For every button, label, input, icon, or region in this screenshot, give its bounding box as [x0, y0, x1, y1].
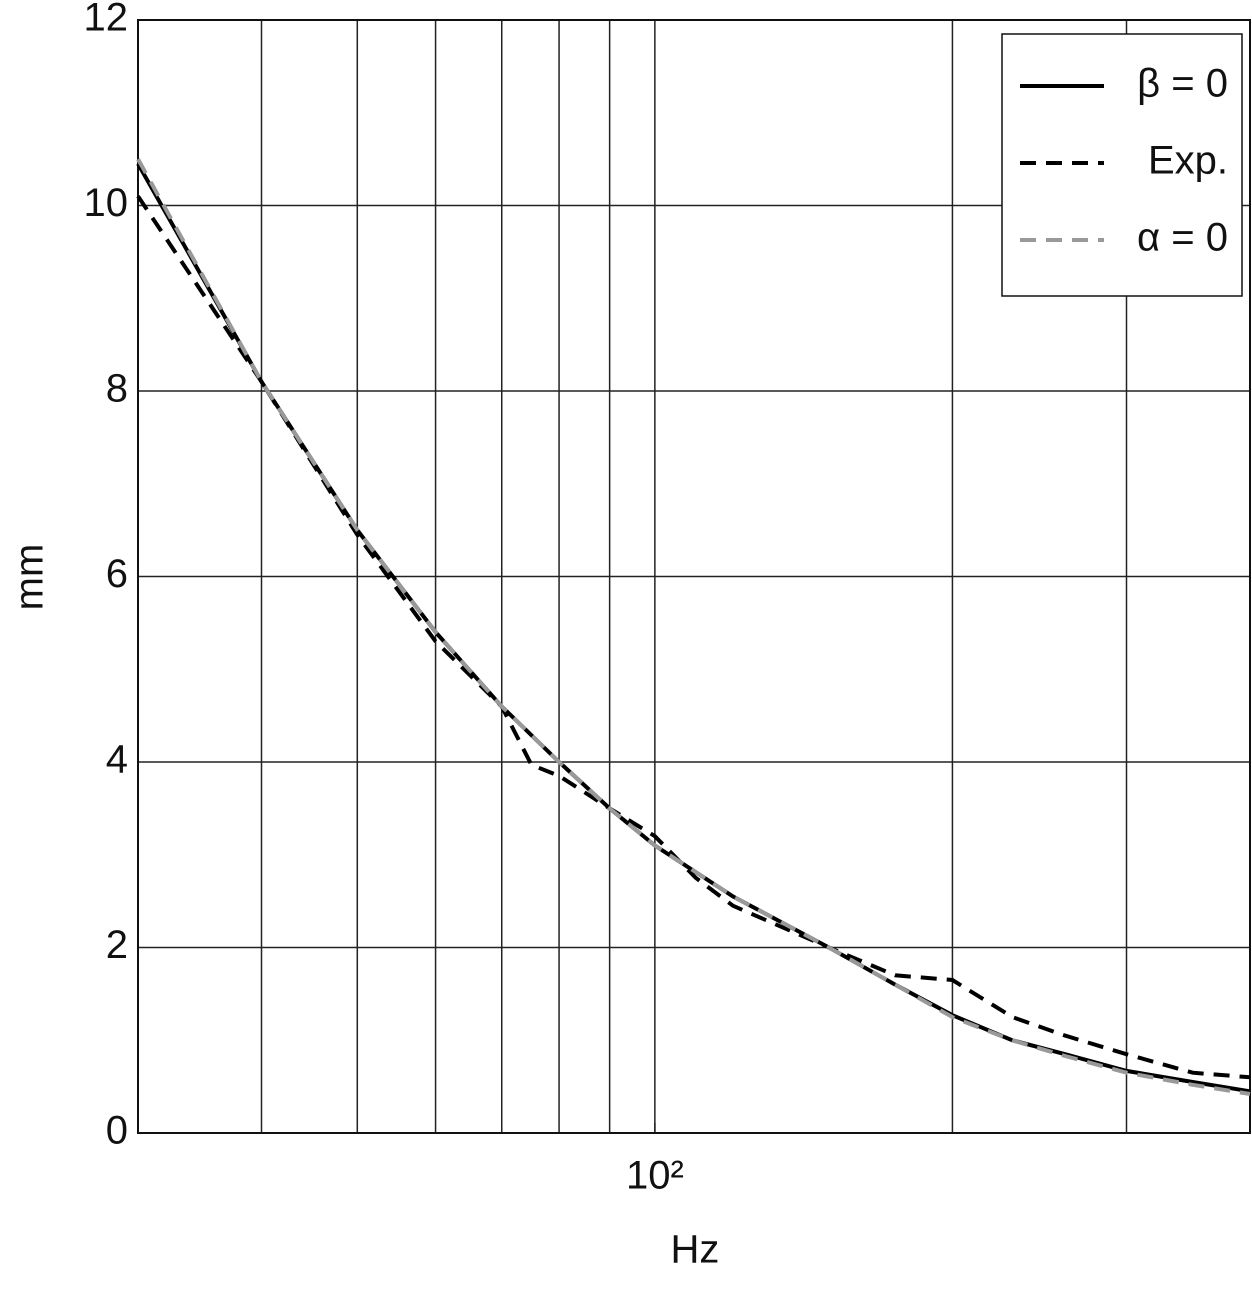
y-tick-label: 12 — [84, 0, 129, 40]
legend-box — [1001, 33, 1243, 297]
x-axis-label: Hz — [671, 1228, 720, 1272]
y-tick-label: 2 — [106, 923, 128, 967]
y-tick-label: 6 — [106, 552, 128, 596]
y-tick-label: 8 — [106, 367, 128, 411]
y-axis-label: mm — [8, 544, 52, 611]
y-tick-label: 0 — [106, 1109, 128, 1153]
series-line — [136, 158, 1251, 1096]
series-line — [136, 162, 1251, 1094]
legend-label: α = 0 — [1137, 216, 1228, 260]
plot-frame — [137, 19, 1251, 1134]
series-line — [136, 195, 1251, 1080]
y-tick-label: 4 — [106, 738, 128, 782]
legend-label: Exp. — [1148, 139, 1228, 183]
y-tick-label: 10 — [84, 181, 129, 225]
x-tick-label: 10² — [626, 1154, 684, 1198]
legend-label: β = 0 — [1137, 62, 1228, 106]
